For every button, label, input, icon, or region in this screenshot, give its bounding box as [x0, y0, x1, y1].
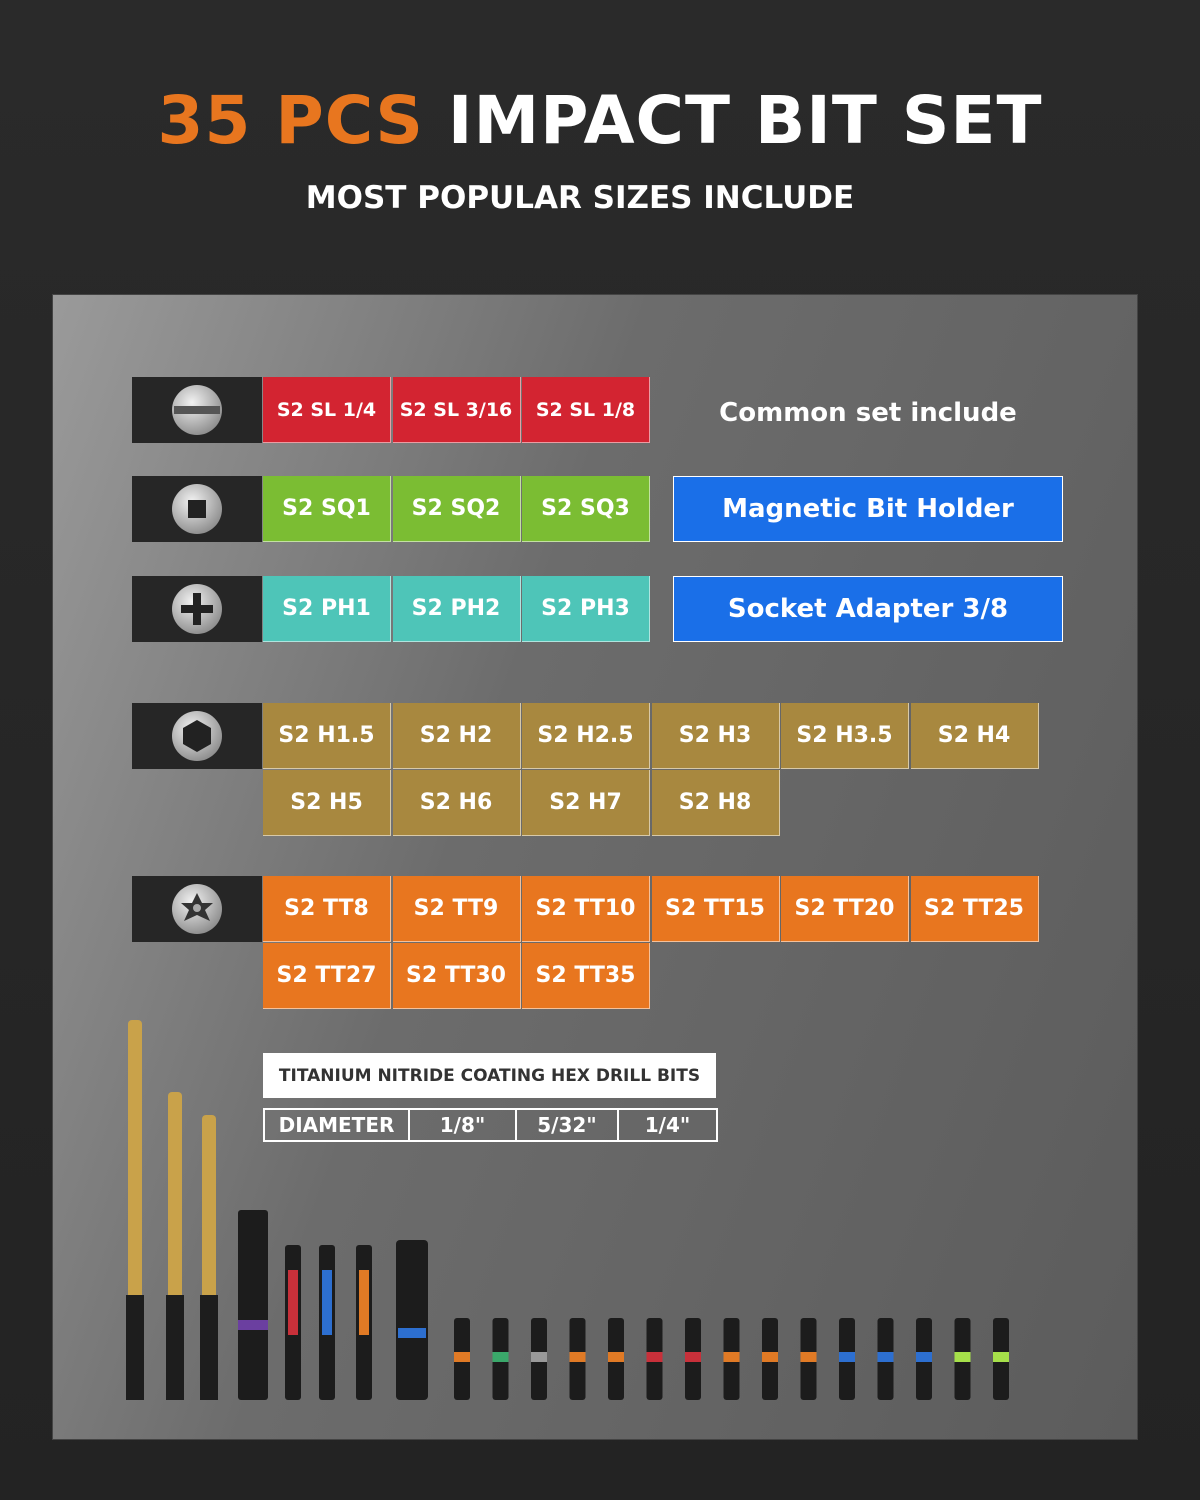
bit-shape — [800, 1352, 817, 1362]
bit-cell: S2 H3 — [651, 703, 780, 769]
bit-cell: S2 TT27 — [263, 943, 391, 1009]
bit-cell: S2 SQ1 — [263, 476, 391, 542]
torx-icon — [172, 884, 222, 934]
bit-shape — [238, 1320, 268, 1330]
drill-cell: 5/32" — [515, 1108, 619, 1142]
title-highlight: 35 PCS — [157, 82, 424, 159]
bit-shape — [396, 1240, 428, 1400]
bit-shape — [839, 1352, 855, 1362]
bit-cell: S2 SL 1/4 — [263, 377, 391, 443]
bit-shape — [531, 1352, 547, 1362]
bit-shape — [685, 1352, 701, 1362]
common-title: Common set include — [719, 398, 1017, 428]
bit-cell: S2 H2 — [392, 703, 521, 769]
bit-cell: S2 H3.5 — [781, 703, 909, 769]
drill-title: TITANIUM NITRIDE COATING HEX DRILL BITS — [263, 1053, 716, 1098]
bit-cell: S2 PH3 — [522, 576, 650, 642]
bit-shape — [608, 1352, 624, 1362]
bit-shape — [723, 1352, 740, 1362]
bit-cell: S2 SQ2 — [392, 476, 521, 542]
drill-cell: 1/4" — [617, 1108, 718, 1142]
icons — [172, 385, 222, 934]
bit-cell: S2 H1.5 — [263, 703, 391, 769]
bit-cell: S2 SL 1/8 — [522, 377, 650, 443]
bit-cell: S2 TT25 — [910, 876, 1039, 942]
slotted-icon — [172, 385, 222, 435]
bit-cell: S2 TT9 — [392, 876, 521, 942]
drill-cell: DIAMETER — [263, 1108, 410, 1142]
bit-shape — [762, 1352, 778, 1362]
bit-cell: S2 H2.5 — [522, 703, 650, 769]
bit-cell: S2 PH1 — [263, 576, 391, 642]
bit-cell: S2 TT35 — [522, 943, 650, 1009]
bit-shape — [322, 1270, 332, 1335]
bit-shape — [646, 1352, 663, 1362]
bit-shape — [993, 1352, 1009, 1362]
bit-shape — [359, 1270, 369, 1335]
bit-shape — [200, 1295, 218, 1400]
square-icon — [172, 484, 222, 534]
bit-cell: S2 H8 — [651, 770, 780, 836]
bit-cell: S2 H4 — [910, 703, 1039, 769]
bit-cell: S2 H7 — [522, 770, 650, 836]
bit-cell: S2 SQ3 — [522, 476, 650, 542]
bit-shape — [238, 1210, 268, 1400]
bit-cell: S2 H6 — [392, 770, 521, 836]
bit-cell: S2 TT30 — [392, 943, 521, 1009]
bit-shape — [126, 1295, 144, 1400]
bit-shape — [954, 1352, 971, 1362]
accessory-box: Socket Adapter 3/8 — [673, 576, 1063, 642]
bit-cell: S2 TT10 — [522, 876, 650, 942]
bit-cell: S2 PH2 — [392, 576, 521, 642]
bit-shape — [569, 1352, 586, 1362]
bit-shape — [877, 1352, 894, 1362]
bit-cell: S2 SL 3/16 — [392, 377, 521, 443]
title: 35 PCS IMPACT BIT SET — [0, 82, 1200, 159]
bit-shape — [492, 1352, 509, 1362]
bit-shape — [128, 1020, 142, 1300]
title-rest: IMPACT BIT SET — [447, 82, 1043, 159]
hex-icon — [172, 711, 222, 761]
bit-cell: S2 H5 — [263, 770, 391, 836]
bit-shape — [288, 1270, 298, 1335]
bit-cell: S2 TT15 — [651, 876, 780, 942]
bit-shape — [398, 1328, 426, 1338]
accessory-box: Magnetic Bit Holder — [673, 476, 1063, 542]
bit-shape — [166, 1295, 184, 1400]
bit-shape — [916, 1352, 932, 1362]
bit-cell: S2 TT8 — [263, 876, 391, 942]
bit-cell: S2 TT20 — [781, 876, 909, 942]
bit-shape — [454, 1352, 470, 1362]
phillips-icon — [172, 584, 222, 634]
subtitle: MOST POPULAR SIZES INCLUDE — [305, 180, 855, 216]
